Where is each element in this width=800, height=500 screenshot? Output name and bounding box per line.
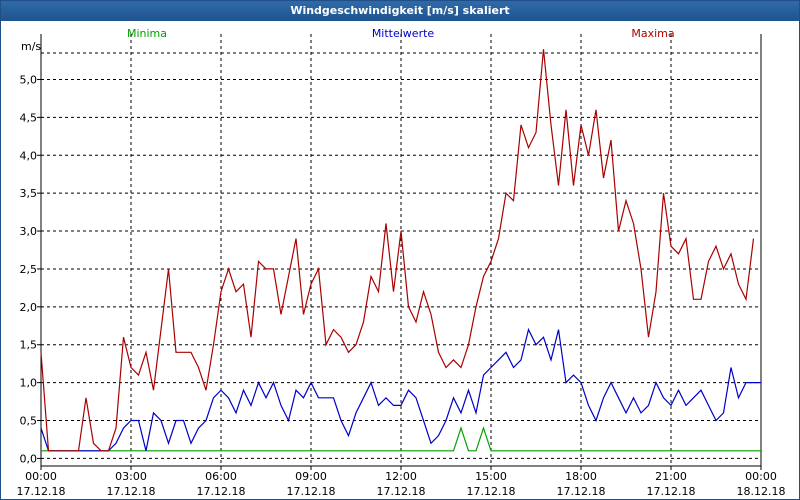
y-axis-unit-label: m/s	[21, 40, 41, 53]
series-line-minima	[41, 426, 761, 452]
x-tick-time: 00:00	[25, 470, 57, 483]
x-tick-date: 18.12.18	[737, 485, 786, 498]
y-tick-labels: 0,0 0,5 1,0 1,5 2,0 2,5 3,0 3,5 4,0 4,5 5,0	[20, 73, 41, 465]
x-tick-labels: 00:00 17.12.18 03:00 17.12.18 06:00 17.12.18 0…	[17, 466, 786, 498]
y-tick-label: 0,5	[20, 415, 38, 428]
legend-entry: Mittelwerte	[372, 27, 435, 40]
grid-lines	[41, 34, 761, 466]
x-tick-time: 15:00	[475, 470, 507, 483]
y-tick-label: 1,5	[20, 339, 38, 352]
y-tick-label: 5,0	[20, 73, 38, 86]
x-tick-time: 12:00	[385, 470, 417, 483]
y-tick-label: 2,0	[20, 301, 38, 314]
window-title: Windgeschwindigkeit [m/s] skaliert	[1, 1, 799, 21]
x-tick-date: 17.12.18	[107, 485, 156, 498]
x-tick-time: 00:00	[745, 470, 777, 483]
x-tick-date: 17.12.18	[377, 485, 426, 498]
x-tick-date: 17.12.18	[197, 485, 246, 498]
series-line-mittelwerte	[40, 327, 761, 452]
y-tick-label: 0,0	[20, 452, 38, 465]
legend-entry: Minima	[127, 27, 167, 40]
x-tick-time: 03:00	[115, 470, 147, 483]
y-tick-label: 4,5	[20, 111, 38, 124]
y-tick-label: 4,0	[20, 149, 38, 162]
x-tick-time: 09:00	[295, 470, 327, 483]
x-tick-time: 21:00	[655, 470, 687, 483]
y-tick-label: 1,0	[20, 377, 38, 390]
x-tick-time: 18:00	[565, 470, 597, 483]
legend: Minima Mittelwerte Maxima	[127, 27, 675, 40]
legend-entry: Maxima	[631, 27, 674, 40]
x-tick-time: 06:00	[205, 470, 237, 483]
series-line-maxima	[40, 49, 755, 452]
x-tick-date: 17.12.18	[557, 485, 606, 498]
x-tick-date: 17.12.18	[17, 485, 66, 498]
y-tick-label: 3,0	[20, 225, 38, 238]
x-tick-date: 17.12.18	[467, 485, 516, 498]
y-tick-label: 3,5	[20, 187, 38, 200]
series-lines	[40, 49, 761, 452]
x-tick-date: 17.12.18	[647, 485, 696, 498]
y-tick-label: 2,5	[20, 263, 38, 276]
x-tick-date: 17.12.18	[287, 485, 336, 498]
